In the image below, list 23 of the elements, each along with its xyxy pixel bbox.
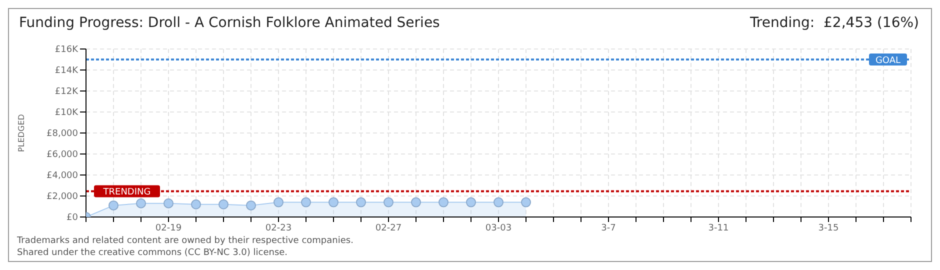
y-tick-label: £4,000 [46, 171, 78, 182]
y-tick-label: £10K [54, 108, 80, 118]
y-tick-label: £16K [54, 45, 80, 56]
text: Trademarks and related content are owned by their respective companies. [17, 235, 354, 247]
ref-line-label: GOAL [875, 56, 901, 66]
text: Shared under the creative commons (CC BY-NC 3.0) license. [17, 247, 289, 259]
y-tick-label: £14K [54, 66, 80, 76]
x-tick-label: 3-11 [708, 223, 729, 234]
x-tick-label: 3-7 [601, 223, 616, 234]
x-tick-label: 03-03 [485, 223, 512, 234]
x-tick-label: 02-27 [375, 223, 402, 234]
chart-title: Funding Progress: Droll - A Cornish Folklore Animated Series [19, 15, 440, 31]
x-tick-label: 02-23 [265, 223, 292, 234]
y-axis-title: PLEDGED [16, 114, 26, 152]
y-tick-label: £12K [54, 87, 80, 98]
y-tick-label: £8,000 [46, 129, 78, 140]
chart-subtitle: Trending: £2,453 (16%) [750, 15, 919, 31]
y-tick-label: £0 [66, 213, 78, 224]
x-tick-label: 02-19 [155, 223, 182, 234]
y-tick-label: £2,000 [46, 192, 78, 202]
x-tick-label: 3-15 [818, 223, 839, 234]
y-tick-label: £6,000 [46, 150, 78, 160]
ref-line-label: TRENDING [102, 188, 151, 198]
